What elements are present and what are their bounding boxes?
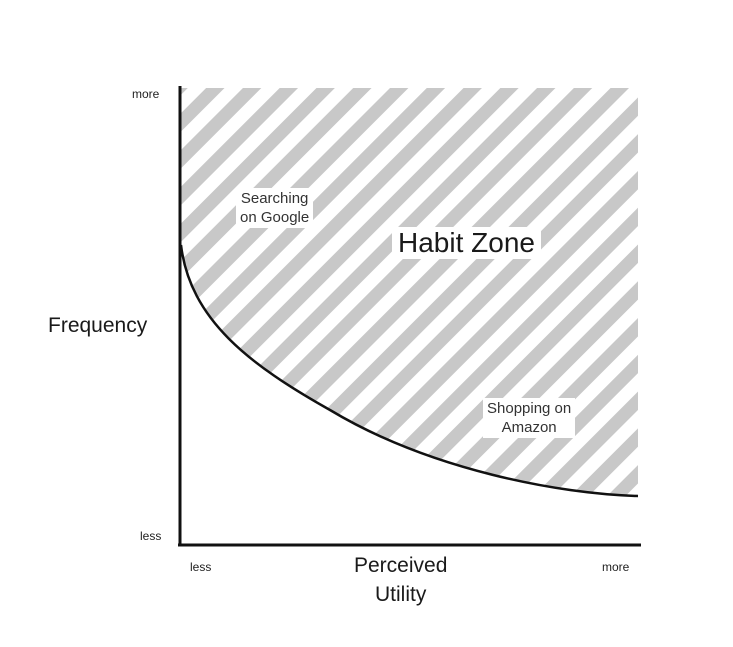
x-axis-title-line2: Utility — [375, 583, 427, 606]
x-axis-tick-more: more — [602, 560, 630, 574]
habit-threshold-curve — [179, 244, 639, 498]
y-axis-title: Frequency — [48, 314, 148, 337]
google-search-label-line2: on Google — [240, 209, 310, 226]
google-search-label-line1: Searching — [240, 190, 309, 207]
amazon-shopping-label: Shopping on Amazon — [483, 398, 576, 438]
habit-zone-label: Habit Zone — [392, 227, 541, 259]
x-axis-tick-less: less — [190, 560, 212, 574]
y-axis-tick-less: less — [140, 529, 162, 543]
amazon-shopping-label-line2: Amazon — [501, 419, 557, 436]
google-search-label: Searching on Google — [236, 188, 314, 228]
x-axis-title-line1: Perceived — [354, 554, 448, 577]
amazon-shopping-label-line1: Shopping on — [487, 400, 572, 417]
y-axis-tick-more: more — [132, 87, 160, 101]
